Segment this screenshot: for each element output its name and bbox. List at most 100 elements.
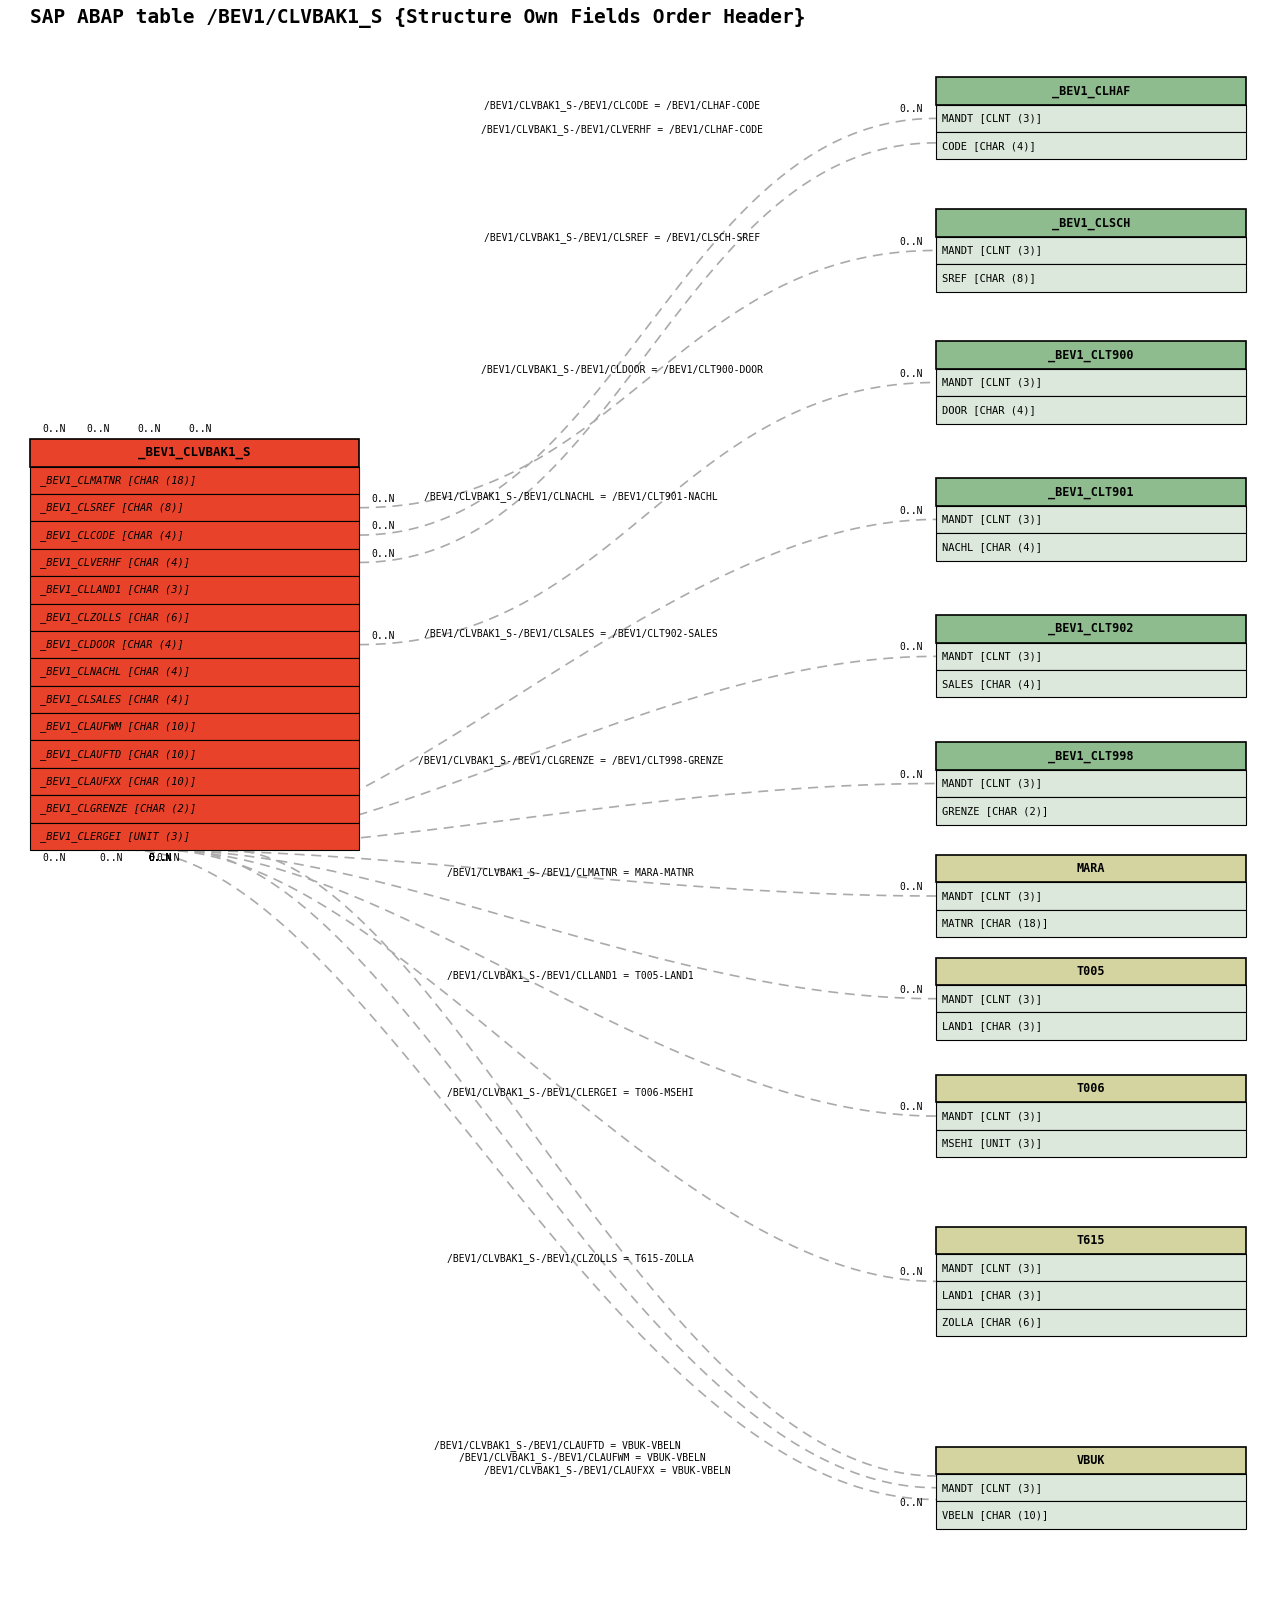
Text: _BEV1_CLSCH: _BEV1_CLSCH [1051, 217, 1131, 230]
FancyBboxPatch shape [29, 767, 359, 795]
Text: T005: T005 [1077, 965, 1105, 978]
Text: LAND1 [CHAR (3)]: LAND1 [CHAR (3)] [942, 1022, 1042, 1032]
FancyBboxPatch shape [935, 1502, 1247, 1530]
Text: 0..N: 0..N [900, 882, 924, 892]
FancyBboxPatch shape [935, 534, 1247, 561]
Text: 0..N: 0..N [900, 1497, 924, 1507]
Text: _BEV1_CLZOLLS [CHAR (6)]: _BEV1_CLZOLLS [CHAR (6)] [40, 611, 190, 623]
FancyBboxPatch shape [29, 795, 359, 822]
FancyBboxPatch shape [935, 1447, 1247, 1474]
FancyBboxPatch shape [935, 957, 1247, 985]
FancyBboxPatch shape [935, 1131, 1247, 1156]
Text: _BEV1_CLLAND1 [CHAR (3)]: _BEV1_CLLAND1 [CHAR (3)] [40, 584, 190, 595]
FancyBboxPatch shape [29, 822, 359, 850]
FancyBboxPatch shape [29, 659, 359, 686]
Text: T006: T006 [1077, 1082, 1105, 1095]
FancyBboxPatch shape [29, 495, 359, 521]
Text: _BEV1_CLVBAK1_S: _BEV1_CLVBAK1_S [138, 446, 250, 459]
FancyBboxPatch shape [935, 105, 1247, 131]
Text: MSEHI [UNIT (3)]: MSEHI [UNIT (3)] [942, 1139, 1042, 1148]
FancyBboxPatch shape [29, 440, 359, 467]
Text: 0..N: 0..N [87, 425, 110, 435]
Text: /BEV1/CLVBAK1_S-/BEV1/CLNACHL = /BEV1/CLT901-NACHL: /BEV1/CLVBAK1_S-/BEV1/CLNACHL = /BEV1/CL… [424, 491, 717, 501]
Text: _BEV1_CLVERHF [CHAR (4)]: _BEV1_CLVERHF [CHAR (4)] [40, 556, 190, 568]
FancyBboxPatch shape [935, 1075, 1247, 1103]
FancyBboxPatch shape [935, 396, 1247, 423]
Text: /BEV1/CLVBAK1_S-/BEV1/CLSALES = /BEV1/CLT902-SALES: /BEV1/CLVBAK1_S-/BEV1/CLSALES = /BEV1/CL… [424, 628, 717, 639]
Text: _BEV1_CLT900: _BEV1_CLT900 [1049, 349, 1134, 362]
FancyBboxPatch shape [935, 770, 1247, 796]
Text: _BEV1_CLGRENZE [CHAR (2)]: _BEV1_CLGRENZE [CHAR (2)] [40, 803, 197, 814]
Text: 0..N: 0..N [371, 631, 396, 641]
Text: 0..N: 0..N [900, 237, 924, 247]
FancyBboxPatch shape [935, 341, 1247, 368]
FancyBboxPatch shape [935, 368, 1247, 396]
FancyBboxPatch shape [935, 1103, 1247, 1131]
Text: GRENZE [CHAR (2)]: GRENZE [CHAR (2)] [942, 806, 1049, 816]
Text: 0..N: 0..N [900, 368, 924, 378]
Text: 0..N: 0..N [149, 853, 172, 863]
Text: _BEV1_CLT902: _BEV1_CLT902 [1049, 623, 1134, 636]
FancyBboxPatch shape [29, 631, 359, 659]
Text: ZOLLA [CHAR (6)]: ZOLLA [CHAR (6)] [942, 1317, 1042, 1327]
FancyBboxPatch shape [29, 714, 359, 741]
Text: MANDT [CLNT (3)]: MANDT [CLNT (3)] [942, 1483, 1042, 1492]
Text: 0..N: 0..N [900, 506, 924, 516]
Text: MANDT [CLNT (3)]: MANDT [CLNT (3)] [942, 514, 1042, 524]
FancyBboxPatch shape [29, 521, 359, 548]
Text: MANDT [CLNT (3)]: MANDT [CLNT (3)] [942, 994, 1042, 1004]
Text: /BEV1/CLVBAK1_S-/BEV1/CLVERHF = /BEV1/CLHAF-CODE: /BEV1/CLVBAK1_S-/BEV1/CLVERHF = /BEV1/CL… [481, 125, 763, 135]
Text: 0..N: 0..N [900, 104, 924, 115]
Text: 0..N: 0..N [900, 1267, 924, 1278]
FancyBboxPatch shape [935, 670, 1247, 697]
Text: MANDT [CLNT (3)]: MANDT [CLNT (3)] [942, 779, 1042, 788]
Text: 0..N: 0..N [100, 853, 122, 863]
FancyBboxPatch shape [935, 1474, 1247, 1502]
FancyBboxPatch shape [935, 237, 1247, 264]
Text: 0..N: 0..N [900, 769, 924, 780]
Text: 0..N: 0..N [371, 493, 396, 504]
Text: SAP ABAP table /BEV1/CLVBAK1_S {Structure Own Fields Order Header}: SAP ABAP table /BEV1/CLVBAK1_S {Structur… [29, 8, 805, 29]
Text: 0..N: 0..N [371, 521, 396, 530]
Text: MANDT [CLNT (3)]: MANDT [CLNT (3)] [942, 890, 1042, 900]
Text: 0..N: 0..N [138, 425, 161, 435]
Text: /BEV1/CLVBAK1_S-/BEV1/CLLAND1 = T005-LAND1: /BEV1/CLVBAK1_S-/BEV1/CLLAND1 = T005-LAN… [447, 970, 694, 981]
Text: _BEV1_CLDOOR [CHAR (4)]: _BEV1_CLDOOR [CHAR (4)] [40, 639, 184, 650]
FancyBboxPatch shape [935, 1226, 1247, 1254]
Text: /BEV1/CLVBAK1_S-/BEV1/CLERGEI = T006-MSEHI: /BEV1/CLVBAK1_S-/BEV1/CLERGEI = T006-MSE… [447, 1088, 694, 1098]
Text: _BEV1_CLSREF [CHAR (8)]: _BEV1_CLSREF [CHAR (8)] [40, 503, 184, 513]
Text: CODE [CHAR (4)]: CODE [CHAR (4)] [942, 141, 1036, 151]
Text: MANDT [CLNT (3)]: MANDT [CLNT (3)] [942, 652, 1042, 662]
FancyBboxPatch shape [935, 796, 1247, 824]
Text: 0..N: 0..N [149, 853, 172, 863]
FancyBboxPatch shape [935, 615, 1247, 642]
Text: 0..N: 0..N [900, 985, 924, 994]
Text: MANDT [CLNT (3)]: MANDT [CLNT (3)] [942, 114, 1042, 123]
Text: _BEV1_CLHAF: _BEV1_CLHAF [1051, 84, 1131, 97]
Text: 0..N: 0..N [149, 853, 172, 863]
Text: NACHL [CHAR (4)]: NACHL [CHAR (4)] [942, 542, 1042, 551]
Text: SALES [CHAR (4)]: SALES [CHAR (4)] [942, 678, 1042, 689]
FancyBboxPatch shape [935, 1309, 1247, 1337]
Text: 0..N: 0..N [371, 548, 396, 558]
Text: 0..N: 0..N [42, 853, 65, 863]
Text: 0..N: 0..N [149, 853, 172, 863]
FancyBboxPatch shape [935, 642, 1247, 670]
Text: MANDT [CLNT (3)]: MANDT [CLNT (3)] [942, 378, 1042, 388]
Text: 0..N: 0..N [900, 642, 924, 652]
Text: 0..N: 0..N [156, 853, 180, 863]
Text: /BEV1/CLVBAK1_S-/BEV1/CLMATNR = MARA-MATNR: /BEV1/CLVBAK1_S-/BEV1/CLMATNR = MARA-MAT… [447, 868, 694, 879]
FancyBboxPatch shape [935, 1281, 1247, 1309]
Text: /BEV1/CLVBAK1_S-/BEV1/CLCODE = /BEV1/CLHAF-CODE: /BEV1/CLVBAK1_S-/BEV1/CLCODE = /BEV1/CLH… [484, 99, 759, 110]
Text: MATNR [CHAR (18)]: MATNR [CHAR (18)] [942, 918, 1049, 928]
FancyBboxPatch shape [29, 686, 359, 714]
Text: /BEV1/CLVBAK1_S-/BEV1/CLDOOR = /BEV1/CLT900-DOOR: /BEV1/CLVBAK1_S-/BEV1/CLDOOR = /BEV1/CLT… [481, 363, 763, 375]
FancyBboxPatch shape [29, 603, 359, 631]
Text: SREF [CHAR (8)]: SREF [CHAR (8)] [942, 272, 1036, 282]
FancyBboxPatch shape [935, 131, 1247, 159]
FancyBboxPatch shape [29, 467, 359, 495]
Text: _BEV1_CLERGEI [UNIT (3)]: _BEV1_CLERGEI [UNIT (3)] [40, 830, 190, 842]
Text: _BEV1_CLT901: _BEV1_CLT901 [1049, 485, 1134, 498]
Text: _BEV1_CLCODE [CHAR (4)]: _BEV1_CLCODE [CHAR (4)] [40, 530, 184, 540]
FancyBboxPatch shape [935, 506, 1247, 534]
